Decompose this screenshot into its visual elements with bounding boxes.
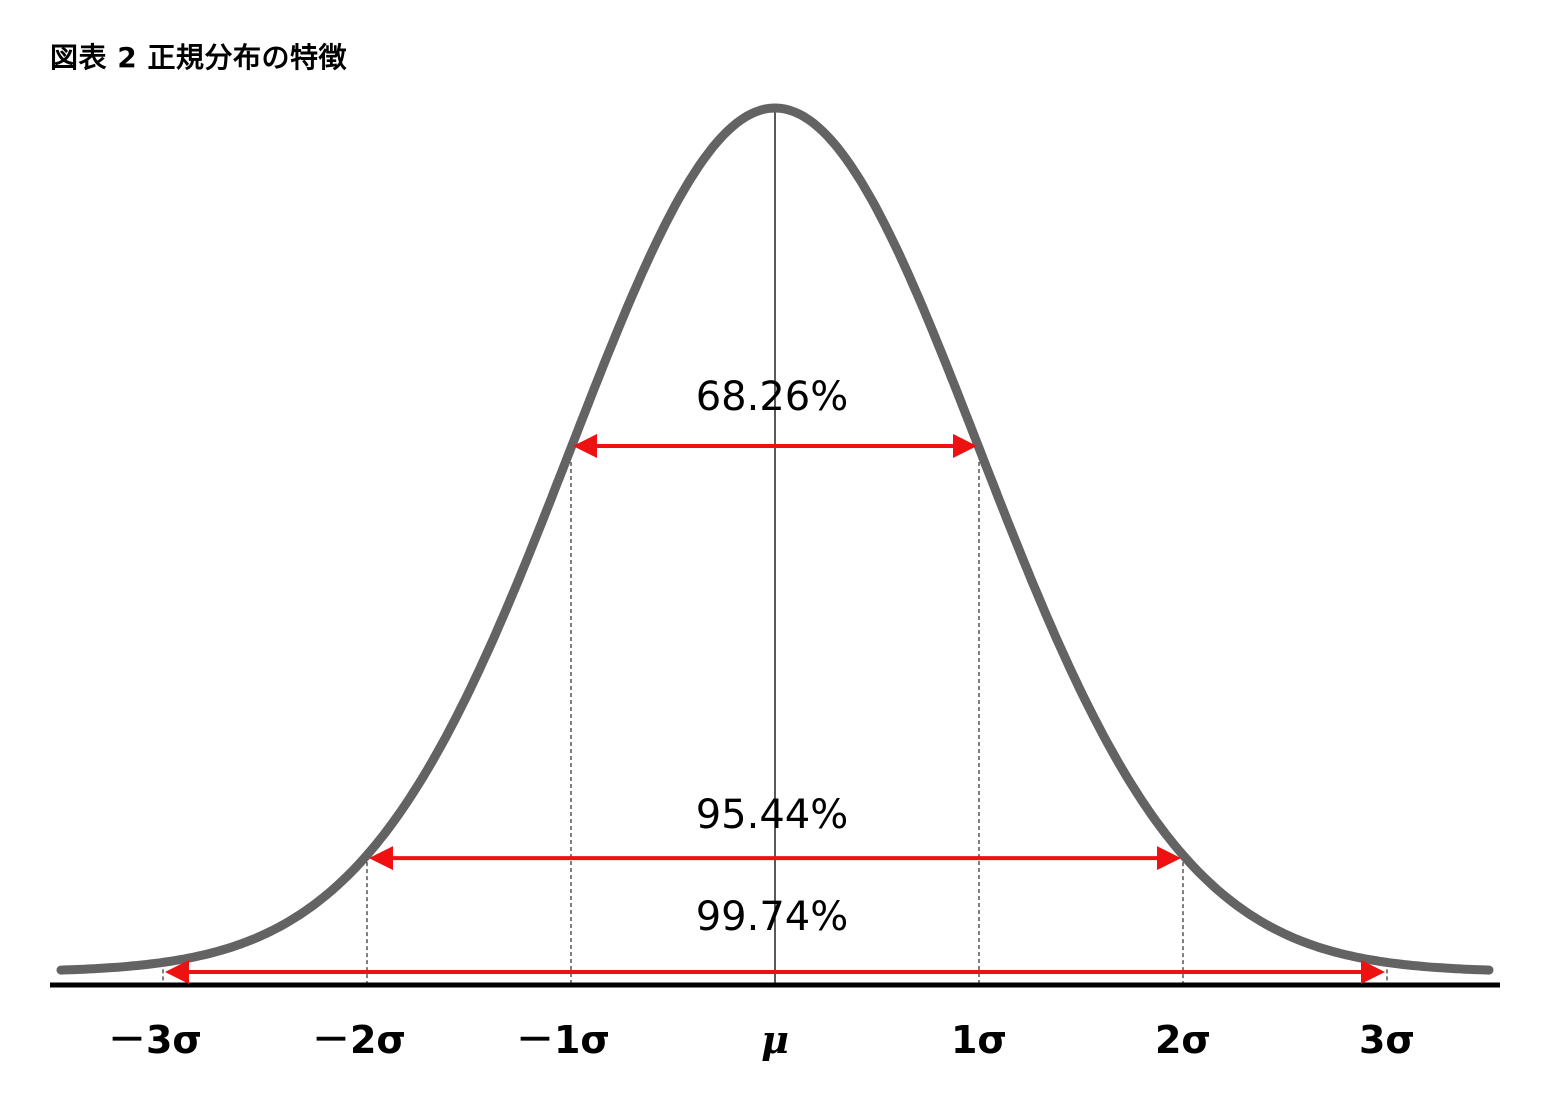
x-tick-label: 3σ <box>1359 1018 1415 1062</box>
interval-label: 95.44% <box>696 792 849 838</box>
x-tick-label: 1σ <box>951 1018 1007 1062</box>
x-tick-label: 2σ <box>1155 1018 1211 1062</box>
interval-label: 99.74% <box>696 894 849 940</box>
interval-label: 68.26% <box>696 374 849 420</box>
x-tick-label: μ <box>761 1017 789 1062</box>
x-tick-label: －3σ <box>108 1018 202 1062</box>
x-tick-labels: －3σ －2σ －1σ μ 1σ 2σ 3σ <box>108 1017 1415 1062</box>
interval-arrows <box>165 433 1385 984</box>
interval-labels: 68.26% 95.44% 99.74% <box>696 374 849 940</box>
figure-title: 図表 2 正規分布の特徴 <box>50 41 347 74</box>
x-tick-label: －2σ <box>312 1018 406 1062</box>
sigma-guide-lines <box>162 108 1388 985</box>
bell-curve <box>56 103 1494 975</box>
x-tick-label: －1σ <box>516 1018 610 1062</box>
